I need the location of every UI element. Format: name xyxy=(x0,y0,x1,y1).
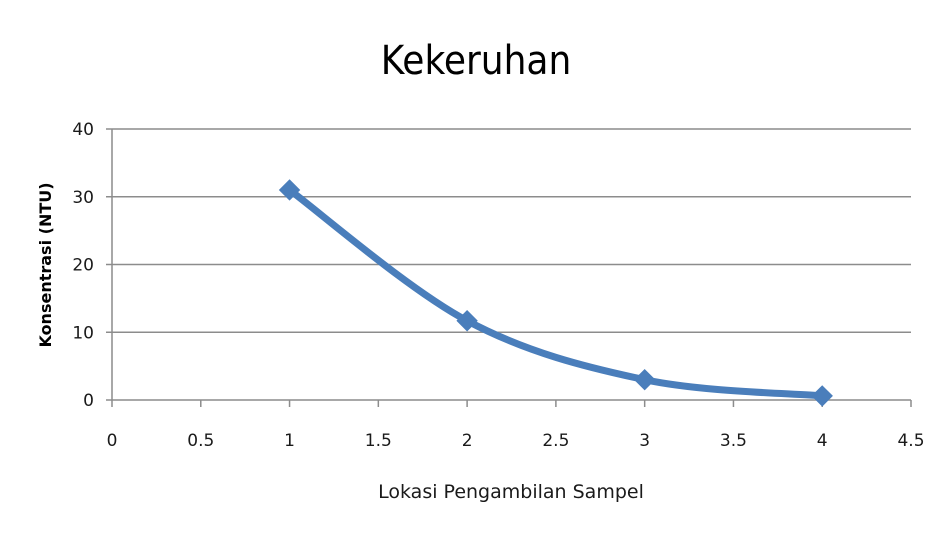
data-point-marker xyxy=(811,385,833,407)
x-tick-label: 3.5 xyxy=(720,431,747,451)
x-axis-label: Lokasi Pengambilan Sampel xyxy=(378,481,644,503)
x-tick-label: 0 xyxy=(107,431,118,451)
data-point-marker xyxy=(456,310,478,332)
y-tick-label: 30 xyxy=(72,188,94,208)
y-tick-label: 40 xyxy=(72,120,94,140)
y-axis-label: Konsentrasi (NTU) xyxy=(36,182,55,347)
y-tick-label: 10 xyxy=(72,323,94,343)
data-point-marker xyxy=(278,179,301,201)
x-tick-label: 0.5 xyxy=(187,431,214,451)
y-tick-labels: 0 10 20 30 40 xyxy=(72,120,94,411)
series-line xyxy=(286,186,826,400)
x-tick-label: 4 xyxy=(817,431,828,451)
x-tick-label: 4.5 xyxy=(897,431,924,451)
data-point-marker xyxy=(633,368,656,391)
series xyxy=(278,179,833,407)
grid xyxy=(112,128,911,333)
x-tick-label: 1.5 xyxy=(365,431,392,451)
x-tick-labels: 0 0.5 1 1.5 2 2.5 3 3.5 4 4.5 xyxy=(107,431,925,451)
chart-title: Kekeruhan xyxy=(381,38,572,84)
x-tick-label: 2.5 xyxy=(542,431,569,451)
axes xyxy=(106,128,912,407)
x-tick-label: 3 xyxy=(639,431,650,451)
x-tick-label: 2 xyxy=(462,431,473,451)
y-tick-label: 20 xyxy=(72,256,94,276)
x-tick-label: 1 xyxy=(284,431,295,451)
y-tick-label: 0 xyxy=(83,391,94,411)
